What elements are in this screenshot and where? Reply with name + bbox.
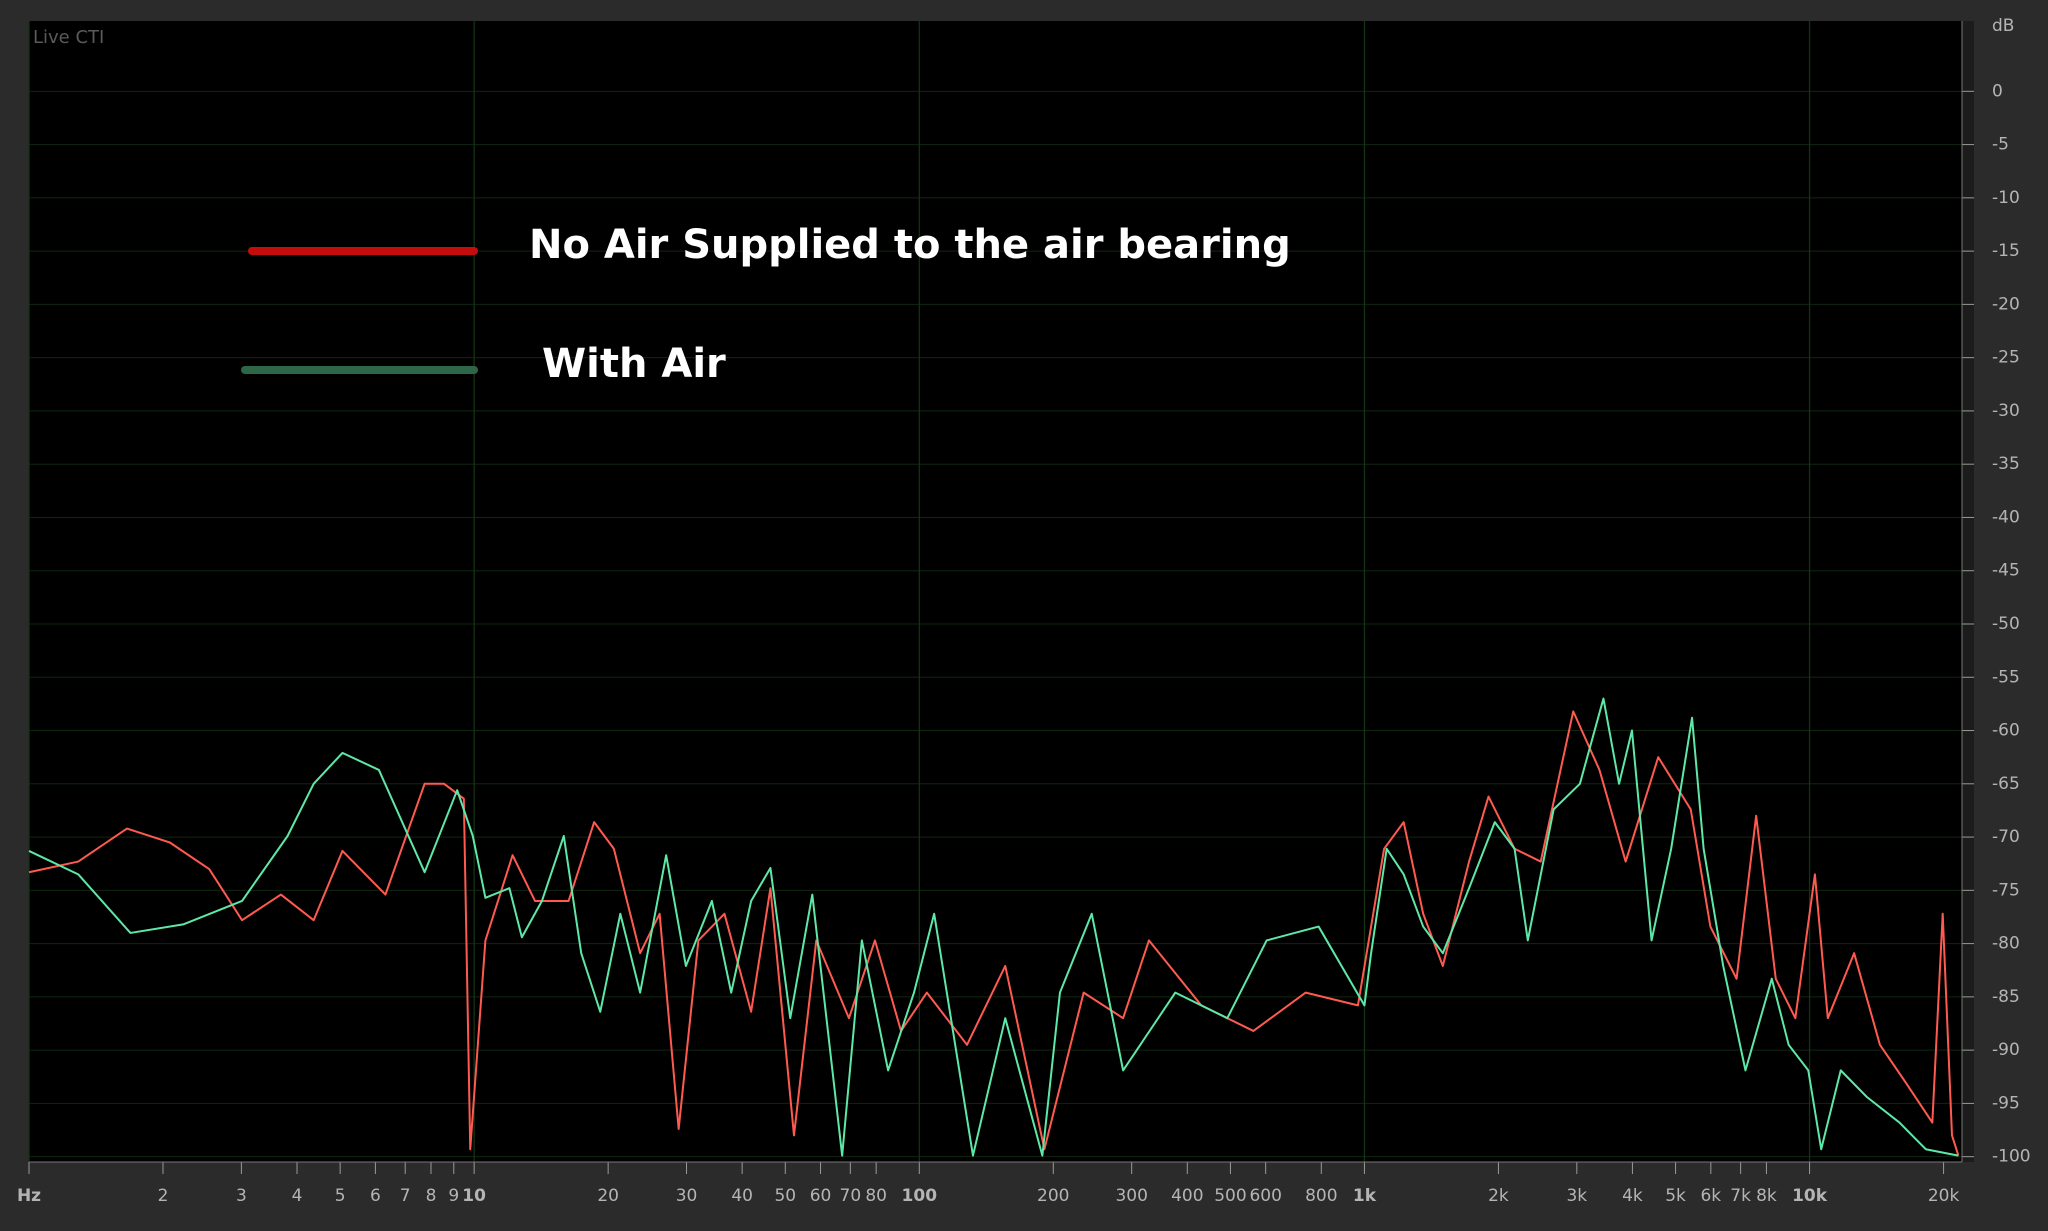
grid [28, 21, 1962, 1162]
overlay-label: Live CTI [33, 27, 104, 48]
x-tick-label: 4k [1622, 1186, 1643, 1206]
x-tick-label: 3k [1566, 1186, 1587, 1206]
x-tick-label: 100 [902, 1186, 938, 1206]
y-tick-label: -40 [1992, 507, 2020, 527]
y-tick-label: -60 [1992, 721, 2020, 741]
x-tick-label: 200 [1037, 1186, 1069, 1206]
y-tick-label: -15 [1992, 241, 2020, 261]
x-tick-label: 10 [462, 1186, 486, 1206]
axes: 0 -5 -10 -15 -20 -25 -30 -35 -40 -45 -50 -55 -60 -65 -… [17, 21, 2031, 1206]
x-tick-label: 30 [676, 1186, 698, 1206]
x-tick-label: 4 [292, 1186, 303, 1206]
x-tick-label: 20k [1928, 1186, 1960, 1206]
y-tick-label: -100 [1992, 1147, 2031, 1167]
y-tick-label: -10 [1992, 188, 2020, 208]
x-tick-label: 7 [400, 1186, 411, 1206]
y-tick-label: -70 [1992, 827, 2020, 847]
y-tick-label: -80 [1992, 934, 2020, 954]
y-tick-label: -25 [1992, 348, 2020, 368]
series-line [28, 710, 1960, 1156]
x-tick-label: 2k [1488, 1186, 1509, 1206]
y-tick-label: -45 [1992, 561, 2020, 581]
y-tick-label: -35 [1992, 454, 2020, 474]
x-tick-label: 10k [1792, 1186, 1828, 1206]
y-axis-label: dB [1992, 16, 2014, 36]
x-tick-label: 70 [840, 1186, 862, 1206]
x-tick-label: 50 [774, 1186, 796, 1206]
x-tick-label: 3 [236, 1186, 247, 1206]
x-tick-label: 1k [1353, 1186, 1377, 1206]
x-tick-label: 5 [335, 1186, 346, 1206]
x-tick-label: 300 [1115, 1186, 1147, 1206]
x-tick-label: 20 [597, 1186, 619, 1206]
x-tick-label: 600 [1249, 1186, 1281, 1206]
x-tick-label: 7k [1730, 1186, 1751, 1206]
legend: No Air Supplied to the air bearing With A… [241, 222, 1291, 387]
plot-lines [28, 697, 1960, 1157]
x-tick-label: 40 [731, 1186, 753, 1206]
y-tick-label: -65 [1992, 774, 2020, 794]
x-tick-label: 60 [810, 1186, 832, 1206]
x-tick-label: 2 [158, 1186, 169, 1206]
y-tick-label: -30 [1992, 401, 2020, 421]
x-tick-label: 800 [1305, 1186, 1337, 1206]
y-tick-label: -85 [1992, 987, 2020, 1007]
x-tick-label: 6k [1700, 1186, 1721, 1206]
x-tick-label: Hz [17, 1186, 41, 1206]
x-tick-label: 8k [1756, 1186, 1777, 1206]
y-tick-label: -50 [1992, 614, 2020, 634]
x-tick-label: 8 [426, 1186, 437, 1206]
plot-area [29, 21, 1962, 1162]
x-tick-label: 500 [1214, 1186, 1246, 1206]
y-tick-label: -90 [1992, 1040, 2020, 1060]
y-tick-label: -55 [1992, 667, 2020, 687]
x-tick-label: 6 [370, 1186, 381, 1206]
y-tick-label: 0 [1992, 81, 2003, 101]
y-tick-label: -95 [1992, 1093, 2020, 1113]
y-tick-label: -20 [1992, 294, 2020, 314]
legend-label: With Air [542, 341, 726, 387]
x-tick-label: 400 [1171, 1186, 1203, 1206]
x-tick-label: 9 [448, 1186, 459, 1206]
y-axis-strip [1962, 21, 1974, 1162]
x-tick-label: 80 [865, 1186, 887, 1206]
y-tick-label: -75 [1992, 880, 2020, 900]
x-tick-label: 5k [1665, 1186, 1686, 1206]
series-line [28, 697, 1959, 1157]
y-tick-label: -5 [1992, 135, 2009, 155]
legend-label: No Air Supplied to the air bearing [529, 222, 1291, 268]
